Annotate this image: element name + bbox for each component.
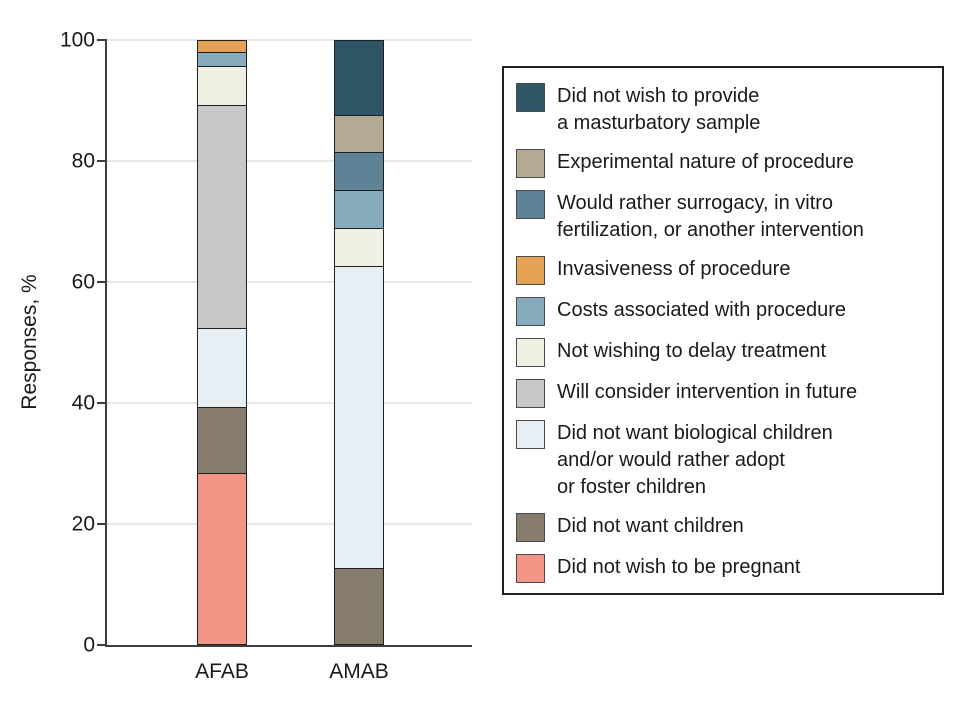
bar-segment [334,569,384,645]
bar-segment [197,329,247,409]
legend-item: Would rather surrogacy, in vitro fertili… [516,190,930,244]
legend-item: Did not wish to be pregnant [516,554,930,583]
legend-label: Experimental nature of procedure [557,151,854,173]
bar-segment [334,229,384,267]
plot-area: 0 20 40 60 80 100 AFAB AMAB [60,30,472,683]
stacked-bar-amab [334,40,384,645]
bar-segment [197,40,247,54]
legend-label: Will consider intervention in future [557,381,858,403]
gridline [107,39,472,41]
legend-item: Experimental nature of procedure [516,149,930,178]
legend-swatch [516,149,545,178]
legend: Did not wish to provide a masturbatory s… [502,66,944,595]
bar-segment [334,153,384,192]
gridline [107,160,472,162]
legend-swatch [516,83,545,112]
y-tick-label: 40 [71,391,95,415]
legend-label: Did not want biological children and/or … [557,422,833,498]
gridline [107,523,472,525]
legend-item: Did not want biological children and/or … [516,420,930,501]
y-axis-tick [97,644,107,646]
y-axis-tick [97,160,107,162]
legend-item: Did not want children [516,513,930,542]
legend-label: Invasiveness of procedure [557,258,791,280]
legend-label: Would rather surrogacy, in vitro fertili… [557,192,864,241]
bar-segment [334,266,384,570]
y-axis-tick [97,402,107,404]
legend-swatch [516,420,545,449]
gridline [107,402,472,404]
legend-item: Not wishing to delay treatment [516,338,930,367]
legend-swatch [516,256,545,285]
bar-segment [197,473,247,645]
y-tick-label: 100 [59,28,95,52]
y-tick-label: 60 [71,270,95,294]
legend-item: Invasiveness of procedure [516,256,930,285]
stacked-bar-afab [197,40,247,645]
gridline [107,281,472,283]
bar-segment [197,53,247,67]
bar-segment [334,191,384,230]
bar-segment [197,408,247,474]
x-category-label: AFAB [195,660,249,683]
legend-label: Did not wish to be pregnant [557,556,801,578]
legend-label: Did not wish to provide a masturbatory s… [557,85,761,134]
x-category-label: AMAB [329,660,389,683]
legend-item: Will consider intervention in future [516,379,930,408]
legend-swatch [516,513,545,542]
y-tick-label: 0 [83,633,95,657]
y-axis-line [105,40,107,647]
y-tick-label: 80 [71,149,95,173]
y-axis-tick [97,39,107,41]
y-axis-tick [97,281,107,283]
legend-swatch [516,338,545,367]
legend-swatch [516,297,545,326]
bar-segment [334,115,384,154]
legend-label: Not wishing to delay treatment [557,340,827,362]
y-tick-label: 20 [71,512,95,536]
x-axis-line [105,645,472,647]
legend-label: Costs associated with procedure [557,299,847,321]
bar-segment [197,105,247,330]
legend-item: Did not wish to provide a masturbatory s… [516,83,930,137]
y-axis-title: Responses, % [18,274,41,410]
bar-segment [334,40,384,116]
bar-segment [197,66,247,106]
legend-swatch [516,554,545,583]
legend-label: Did not want children [557,515,744,537]
y-axis-tick [97,523,107,525]
legend-item: Costs associated with procedure [516,297,930,326]
legend-swatch [516,379,545,408]
legend-swatch [516,190,545,219]
